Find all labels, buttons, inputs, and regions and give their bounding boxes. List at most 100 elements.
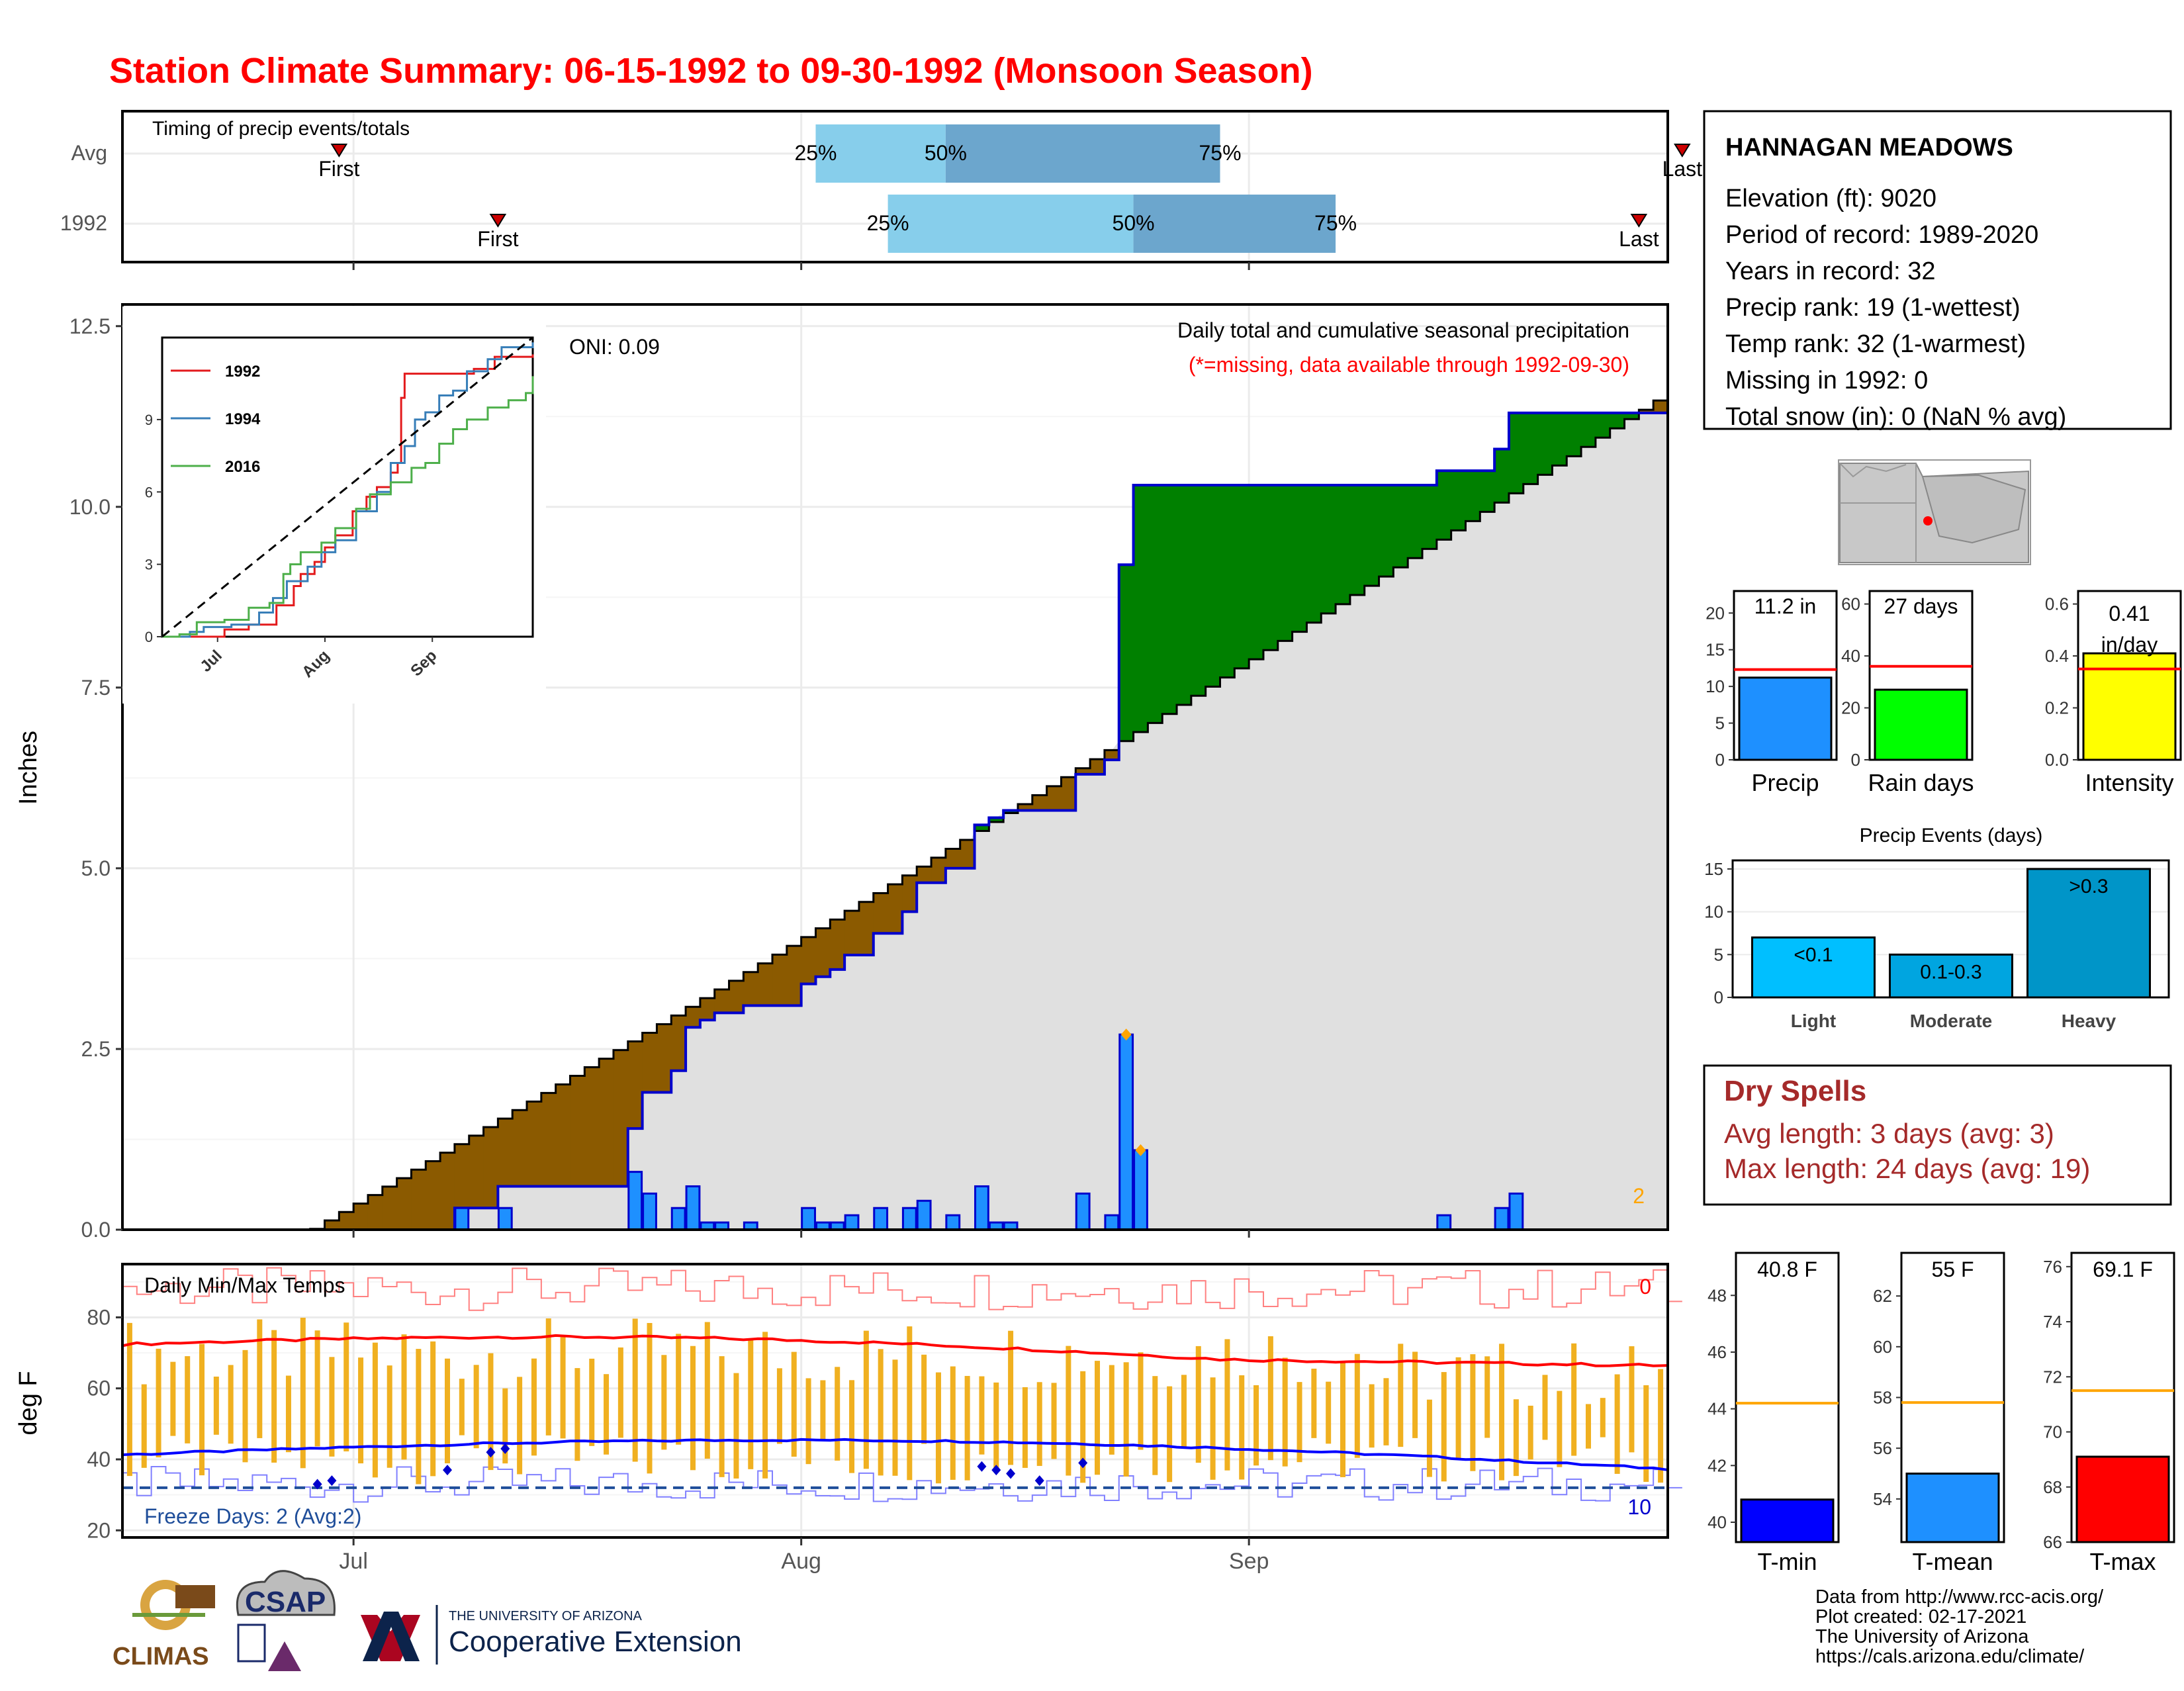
temp-chart-ytick-label: 54	[1873, 1489, 1892, 1509]
daily-temp-bar	[271, 1330, 277, 1463]
daily-temp-bar	[979, 1376, 985, 1455]
daily-temp-bar	[1369, 1384, 1375, 1448]
mini-chart-ytick-label: 60	[1841, 594, 1860, 614]
precip-anomaly-fill	[974, 825, 989, 831]
x-axis-label: Jul	[339, 1549, 367, 1574]
inset-ytick-label: 0	[145, 629, 153, 645]
record-low-marker	[1078, 1457, 1088, 1469]
daily-temp-bar	[676, 1334, 682, 1445]
daily-temp-bar	[387, 1365, 392, 1468]
daily-temp-bar	[1513, 1399, 1519, 1477]
daily-temp-bar	[1022, 1387, 1028, 1468]
precip-anomaly-fill	[1610, 412, 1625, 429]
precip-panel: 0.0 2.5 5.0 7.5 10.0 12.5 Inches ONI: 0.09 Da…	[15, 303, 1669, 1242]
temp-chart-ytick-label: 60	[1873, 1337, 1892, 1357]
svg-text:Cooperative Extension: Cooperative Extension	[449, 1625, 742, 1658]
daily-temp-bar	[661, 1355, 667, 1450]
timing-bar-q25-q50	[815, 124, 946, 183]
daily-precip-bar	[1494, 1207, 1510, 1231]
inset-avg-line	[161, 336, 533, 638]
precip-anomaly-fill	[1364, 485, 1380, 586]
daily-temp-bar	[704, 1322, 710, 1459]
dry-spells-avg: Avg length: 3 days (avg: 3)	[1724, 1118, 2054, 1149]
precip-anomaly-fill	[758, 963, 773, 1006]
precip-anomaly-fill	[1465, 471, 1480, 522]
precip-anomaly-fill	[1046, 786, 1062, 811]
daily-temp-bar	[502, 1388, 508, 1464]
temp-chart-ytick-label: 46	[1707, 1342, 1727, 1362]
daily-temp-bar	[1066, 1346, 1071, 1476]
daily-temp-bar	[1167, 1386, 1173, 1483]
daily-temp-bar	[1354, 1353, 1360, 1458]
precip-ytick-label: 5.0	[81, 856, 111, 880]
precip-anomaly-fill	[1075, 768, 1091, 774]
daily-temp-bar	[1297, 1382, 1302, 1463]
precip-anomaly-fill	[1653, 400, 1668, 413]
mini-chart-label: Precip	[1751, 769, 1819, 796]
daily-temp-bar	[835, 1367, 841, 1461]
precip-anomaly-fill	[714, 989, 730, 1013]
daily-temp-bar	[632, 1318, 638, 1462]
daily-temp-bar	[748, 1339, 754, 1469]
station-info-line: Total snow (in): 0 (NaN % avg)	[1725, 403, 2066, 431]
missing-marker	[1120, 1028, 1132, 1041]
svg-text:CSAP: CSAP	[245, 1586, 326, 1618]
daily-temp-bar	[156, 1348, 161, 1458]
precip-anomaly-fill	[1205, 485, 1221, 687]
temp-ylabel: deg F	[15, 1371, 42, 1435]
daily-temp-bar	[863, 1330, 869, 1469]
precip-anomaly-fill	[1292, 485, 1307, 632]
daily-temp-bar	[1138, 1352, 1144, 1450]
precip-anomaly-fill	[931, 857, 946, 883]
precip-anomaly-fill	[873, 893, 889, 934]
timing-last-marker	[1674, 144, 1691, 158]
daily-temp-bar	[1095, 1361, 1101, 1475]
daily-precip-bar	[801, 1207, 816, 1231]
mini-chart-value-unit: in/day	[2101, 633, 2158, 657]
precip-ytick-label: 0.0	[81, 1218, 111, 1242]
mini-chart-value: 11.2 in	[1754, 594, 1817, 618]
precip-anomaly-fill	[512, 1110, 527, 1187]
temp-chart-ytick-label: 62	[1873, 1286, 1892, 1306]
temp-chart-ytick-label: 74	[2043, 1312, 2062, 1332]
inset-ytick-label: 6	[145, 484, 153, 500]
timing-bar-q25-q50	[887, 195, 1134, 253]
mini-chart-value: 27 days	[1884, 594, 1958, 618]
temp-ytick-label: 80	[87, 1305, 111, 1329]
temp-chart-value: 69.1 F	[2093, 1257, 2153, 1281]
temp-chart-ytick-label: 76	[2043, 1257, 2062, 1277]
daily-temp-bar	[1527, 1405, 1533, 1460]
daily-temp-bar	[1643, 1385, 1649, 1483]
daily-temp-bar	[488, 1353, 494, 1471]
daily-temp-bar	[1210, 1377, 1216, 1480]
state-map	[1838, 459, 2031, 565]
mini-chart-ytick-label: 20	[1706, 603, 1725, 623]
precip-anomaly-fill	[469, 1135, 484, 1209]
precip-anomaly-fill	[801, 937, 816, 984]
daily-precip-bar	[1508, 1192, 1524, 1231]
oni-label: ONI: 0.09	[569, 335, 660, 359]
precip-anomaly-fill	[396, 1178, 412, 1230]
precip-anomaly-fill	[945, 848, 961, 868]
inset-series-line	[162, 342, 534, 638]
daily-temp-bar	[401, 1334, 407, 1460]
precip-anomaly-fill	[642, 1032, 657, 1093]
mini-chart-bar	[2082, 652, 2177, 761]
inset-ytick-label: 9	[145, 412, 153, 428]
daily-temp-bar	[1152, 1376, 1158, 1475]
daily-temp-bar	[545, 1318, 551, 1436]
precip-anomaly-fill	[844, 911, 860, 955]
temp-chart-frame	[1735, 1252, 1840, 1543]
daily-temp-bar	[358, 1357, 364, 1464]
precip-anomaly-fill	[1422, 485, 1437, 549]
record-low-marker	[977, 1461, 987, 1472]
precip-anomaly-fill	[1003, 810, 1019, 813]
precip-anomaly-fill	[1162, 485, 1177, 714]
daily-temp-bar	[445, 1358, 451, 1463]
daily-temp-bar	[1326, 1381, 1332, 1444]
mini-chart-ytick-label: 10	[1706, 676, 1725, 696]
record-low-marker	[327, 1475, 337, 1486]
events-bar-text: 0.1-0.3	[1920, 961, 1981, 983]
